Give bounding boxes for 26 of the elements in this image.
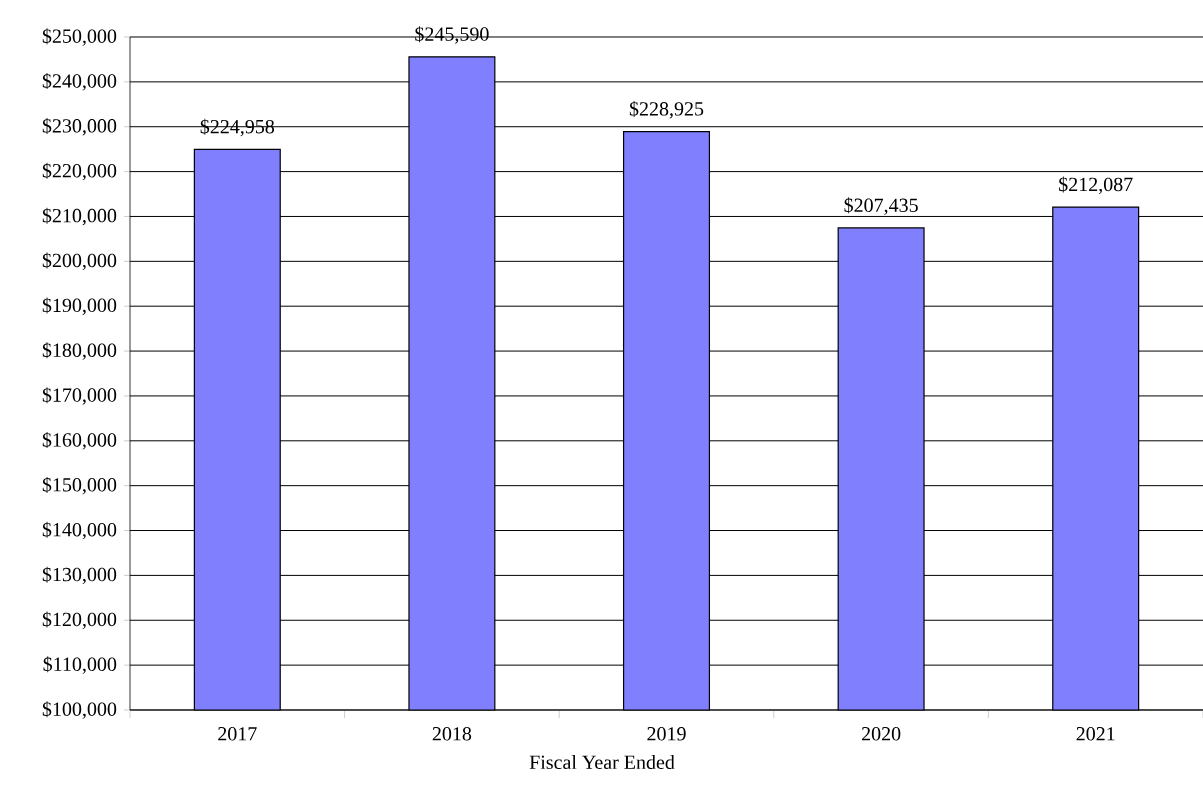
y-tick-label: $130,000: [42, 566, 117, 585]
data-label: $207,435: [844, 197, 918, 215]
x-tick-label: 2018: [432, 727, 472, 741]
y-tick-label: $190,000: [42, 297, 117, 315]
data-label: $212,087: [1059, 176, 1133, 195]
y-tick-label: $160,000: [42, 432, 117, 450]
x-tick-label: 2019: [647, 727, 686, 741]
y-tick-label: $210,000: [42, 207, 117, 226]
y-tick-label: $200,000: [42, 252, 117, 271]
x-tick-label: 2021: [1076, 727, 1115, 741]
y-tick-label: $250,000: [42, 28, 117, 46]
x-tick-label: 2017: [218, 727, 257, 741]
y-tick-label: $140,000: [42, 521, 117, 540]
y-tick-label: $100,000: [42, 701, 117, 719]
x-axis-title: Fiscal Year Ended: [529, 754, 675, 770]
y-tick-label: $110,000: [43, 656, 117, 674]
y-tick-label: $170,000: [42, 387, 117, 405]
y-tick-label: $230,000: [42, 117, 117, 136]
y-tick-label: $220,000: [42, 162, 117, 181]
y-tick-label: $120,000: [42, 611, 117, 630]
y-tick-label: $180,000: [42, 342, 117, 360]
data-label: $245,590: [415, 26, 489, 44]
y-tick-label: $150,000: [42, 476, 117, 495]
y-tick-label: $240,000: [42, 73, 117, 91]
x-tick-label: 2020: [861, 727, 901, 741]
data-label: $228,925: [629, 100, 704, 119]
